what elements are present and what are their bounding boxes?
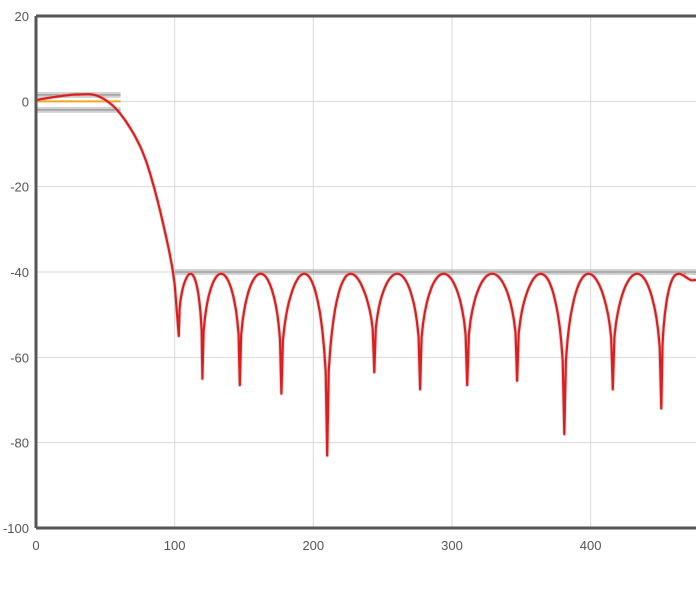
data-point xyxy=(280,393,283,395)
data-point xyxy=(540,273,542,275)
data-point xyxy=(56,96,58,98)
x-tick-label: 400 xyxy=(580,538,602,553)
data-point xyxy=(516,380,518,382)
y-tick-label: -100 xyxy=(3,521,29,536)
y-tick-label: 20 xyxy=(15,9,29,24)
data-point xyxy=(490,273,492,275)
x-tick-label: 300 xyxy=(441,538,463,553)
y-tick-labels: 20 0 -20 -40 -60 -80 -100 xyxy=(3,9,29,536)
y-tick-label: 0 xyxy=(22,94,29,109)
data-point xyxy=(139,145,141,147)
data-point xyxy=(239,384,241,386)
data-point xyxy=(612,388,614,390)
x-tick-label: 0 xyxy=(32,538,39,553)
data-point xyxy=(395,273,398,275)
y-tick-label: -20 xyxy=(10,180,29,195)
data-point xyxy=(563,433,565,435)
data-point xyxy=(118,111,120,114)
data-point xyxy=(167,243,169,245)
data-point xyxy=(153,186,155,188)
y-tick-label: -60 xyxy=(10,350,29,365)
data-point xyxy=(443,273,445,275)
y-tick-label: -40 xyxy=(10,265,29,280)
data-point xyxy=(419,388,421,390)
data-point xyxy=(219,273,222,275)
data-point xyxy=(684,273,686,275)
data-point xyxy=(178,335,180,337)
data-point xyxy=(660,407,662,410)
axes xyxy=(34,14,696,530)
data-point xyxy=(303,273,305,275)
data-point xyxy=(97,95,99,97)
x-tick-label: 200 xyxy=(302,538,324,553)
data-point xyxy=(260,273,262,275)
mask-bands xyxy=(36,91,696,275)
data-point xyxy=(76,93,79,96)
data-point xyxy=(373,371,375,373)
y-tick-label: -80 xyxy=(10,436,29,451)
data-point xyxy=(201,378,203,380)
data-point xyxy=(350,273,352,275)
data-point xyxy=(635,273,637,275)
data-point xyxy=(187,273,190,275)
data-point xyxy=(466,384,468,386)
series-layer xyxy=(35,92,696,458)
data-point xyxy=(326,454,328,457)
x-tick-labels: 0 100 200 300 400 xyxy=(32,538,601,553)
series-line xyxy=(35,93,696,457)
x-tick-label: 100 xyxy=(164,538,186,553)
data-point xyxy=(587,273,589,275)
data-point xyxy=(174,284,176,286)
